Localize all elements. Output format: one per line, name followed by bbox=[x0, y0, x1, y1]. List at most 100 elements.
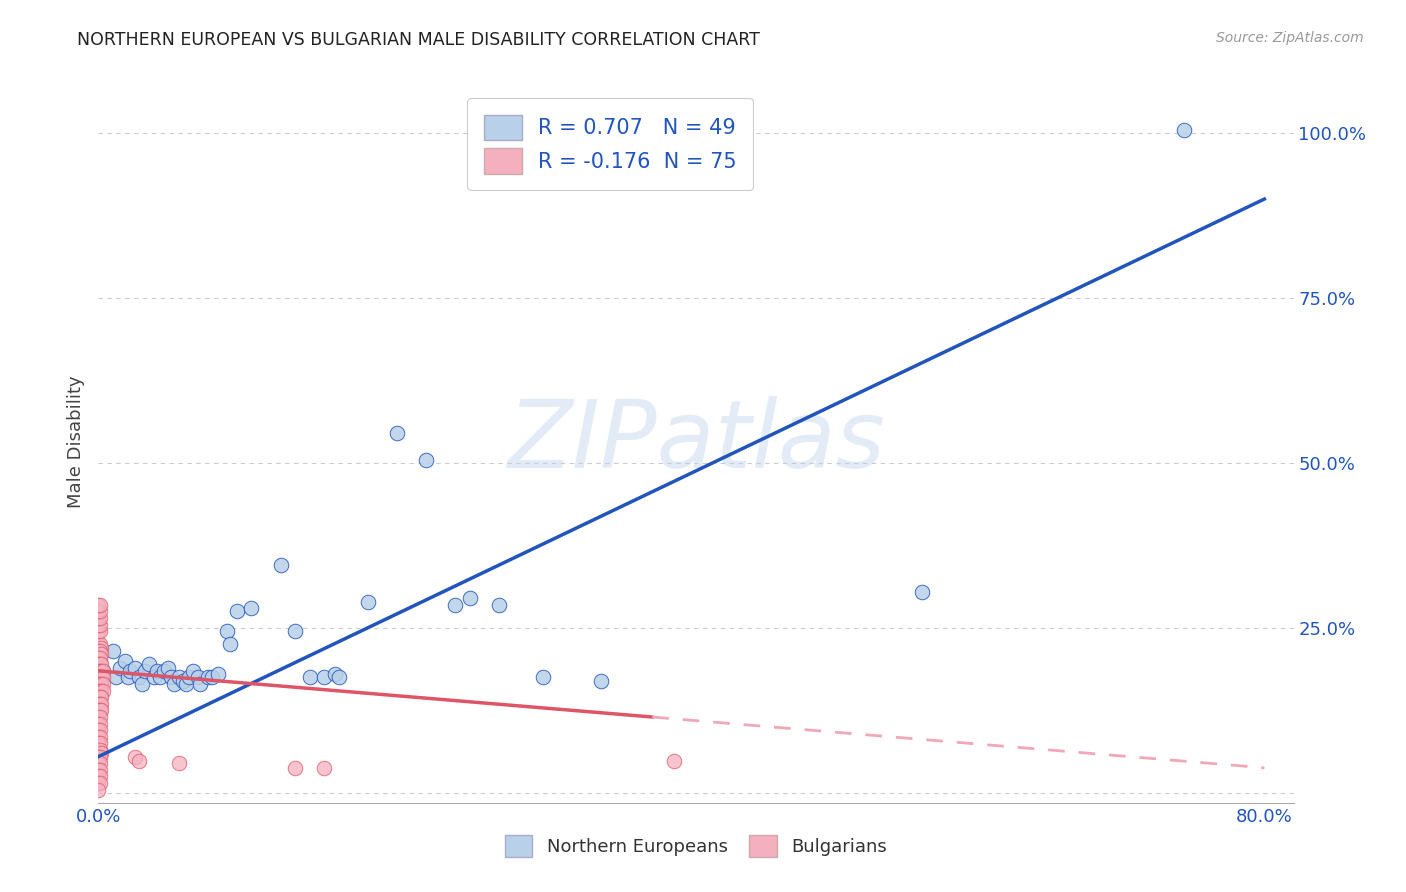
Text: NORTHERN EUROPEAN VS BULGARIAN MALE DISABILITY CORRELATION CHART: NORTHERN EUROPEAN VS BULGARIAN MALE DISA… bbox=[77, 31, 761, 49]
Point bbox=[153, 664, 176, 678]
Point bbox=[89, 690, 111, 705]
Point bbox=[104, 670, 127, 684]
Point bbox=[90, 697, 112, 711]
Point bbox=[385, 426, 409, 441]
Point bbox=[662, 754, 685, 768]
Point bbox=[149, 670, 172, 684]
Point bbox=[87, 664, 110, 678]
Point bbox=[87, 782, 110, 797]
Point bbox=[284, 624, 307, 639]
Point bbox=[89, 644, 111, 658]
Point bbox=[89, 710, 111, 724]
Point bbox=[89, 677, 111, 691]
Point bbox=[87, 644, 110, 658]
Point bbox=[298, 670, 321, 684]
Point bbox=[87, 697, 110, 711]
Point bbox=[87, 650, 110, 665]
Point bbox=[128, 754, 150, 768]
Point bbox=[89, 716, 111, 731]
Point bbox=[87, 690, 110, 705]
Point bbox=[314, 761, 336, 775]
Point bbox=[89, 664, 111, 678]
Point bbox=[89, 637, 111, 651]
Point bbox=[117, 670, 139, 684]
Point bbox=[87, 710, 110, 724]
Point bbox=[157, 660, 180, 674]
Point bbox=[89, 776, 111, 790]
Point bbox=[911, 584, 934, 599]
Point bbox=[87, 657, 110, 672]
Point bbox=[110, 660, 132, 674]
Point bbox=[87, 703, 110, 717]
Point bbox=[89, 743, 111, 757]
Point bbox=[591, 673, 613, 688]
Point bbox=[89, 769, 111, 783]
Point bbox=[87, 730, 110, 744]
Point bbox=[163, 677, 186, 691]
Point bbox=[201, 670, 224, 684]
Point bbox=[87, 624, 110, 639]
Point bbox=[89, 670, 111, 684]
Point bbox=[87, 617, 110, 632]
Point bbox=[87, 670, 110, 684]
Point bbox=[89, 703, 111, 717]
Text: ZIPatlas: ZIPatlas bbox=[508, 396, 884, 487]
Point bbox=[284, 761, 307, 775]
Point bbox=[138, 657, 160, 672]
Point bbox=[531, 670, 554, 684]
Point bbox=[89, 617, 111, 632]
Point bbox=[124, 749, 146, 764]
Point bbox=[89, 650, 111, 665]
Point bbox=[91, 683, 114, 698]
Point bbox=[90, 648, 112, 662]
Point bbox=[131, 677, 153, 691]
Point bbox=[87, 683, 110, 698]
Point bbox=[174, 677, 197, 691]
Point bbox=[145, 664, 167, 678]
Point bbox=[197, 670, 219, 684]
Point bbox=[240, 601, 263, 615]
Point bbox=[87, 776, 110, 790]
Point bbox=[90, 640, 112, 655]
Point bbox=[186, 670, 208, 684]
Point bbox=[142, 670, 165, 684]
Point bbox=[91, 670, 114, 684]
Point bbox=[87, 749, 110, 764]
Point bbox=[181, 664, 204, 678]
Point bbox=[357, 594, 380, 608]
Point bbox=[89, 598, 111, 612]
Point bbox=[218, 637, 240, 651]
Point bbox=[89, 683, 111, 698]
Point bbox=[87, 756, 110, 771]
Point bbox=[87, 604, 110, 618]
Point bbox=[89, 763, 111, 777]
Point bbox=[87, 637, 110, 651]
Point bbox=[114, 654, 136, 668]
Point bbox=[488, 598, 510, 612]
Point bbox=[89, 697, 111, 711]
Point bbox=[89, 749, 111, 764]
Point bbox=[190, 677, 212, 691]
Point bbox=[101, 644, 124, 658]
Point bbox=[134, 664, 156, 678]
Point bbox=[90, 664, 112, 678]
Point bbox=[90, 670, 112, 684]
Point bbox=[160, 670, 183, 684]
Point bbox=[90, 683, 112, 698]
Point bbox=[89, 604, 111, 618]
Point bbox=[444, 598, 467, 612]
Point bbox=[89, 756, 111, 771]
Point bbox=[90, 677, 112, 691]
Point bbox=[225, 604, 247, 618]
Point bbox=[87, 723, 110, 738]
Point bbox=[87, 716, 110, 731]
Point bbox=[207, 667, 229, 681]
Point bbox=[167, 670, 190, 684]
Point bbox=[87, 763, 110, 777]
Y-axis label: Male Disability: Male Disability bbox=[66, 376, 84, 508]
Point bbox=[89, 611, 111, 625]
Point bbox=[90, 747, 112, 761]
Text: Source: ZipAtlas.com: Source: ZipAtlas.com bbox=[1216, 31, 1364, 45]
Point bbox=[177, 670, 200, 684]
Point bbox=[87, 611, 110, 625]
